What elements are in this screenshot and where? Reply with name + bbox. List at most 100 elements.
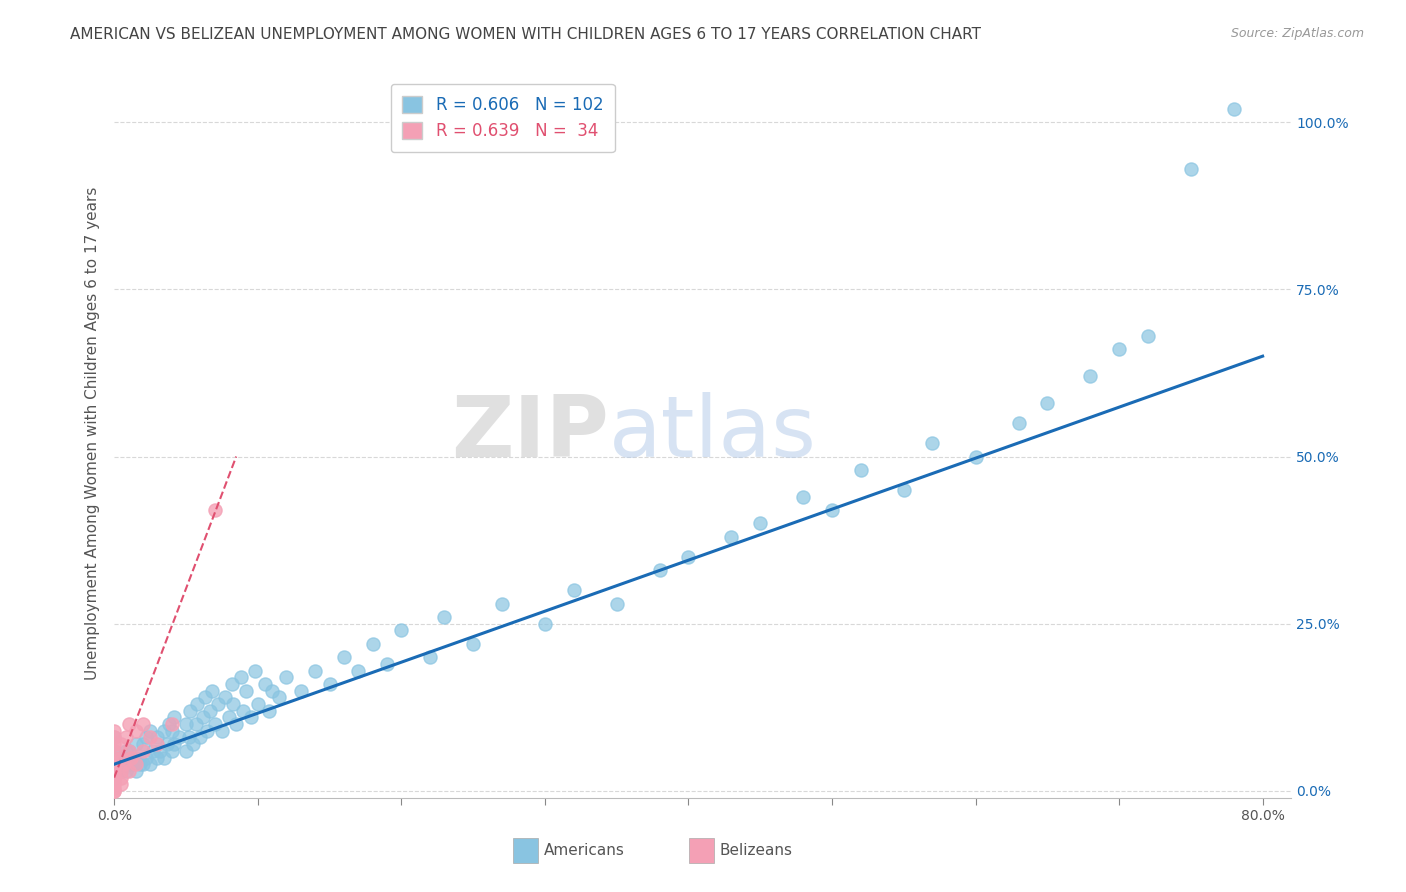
Point bbox=[534, 616, 557, 631]
Point bbox=[749, 516, 772, 531]
Point bbox=[893, 483, 915, 497]
Point bbox=[110, 750, 132, 764]
Text: ZIP: ZIP bbox=[451, 392, 609, 475]
Point bbox=[103, 744, 125, 758]
Point bbox=[1036, 396, 1059, 410]
Point bbox=[142, 744, 165, 758]
Point bbox=[103, 723, 125, 738]
Text: atlas: atlas bbox=[609, 392, 817, 475]
Point bbox=[179, 704, 201, 718]
Point bbox=[276, 670, 298, 684]
Point bbox=[174, 717, 197, 731]
Point bbox=[204, 503, 226, 517]
Point bbox=[678, 549, 700, 564]
Point bbox=[114, 731, 136, 745]
Point bbox=[720, 530, 742, 544]
Point bbox=[163, 737, 186, 751]
Legend: R = 0.606   N = 102, R = 0.639   N =  34: R = 0.606 N = 102, R = 0.639 N = 34 bbox=[391, 84, 614, 153]
Point bbox=[103, 731, 125, 745]
Point bbox=[103, 750, 125, 764]
Point bbox=[257, 704, 280, 718]
Point bbox=[214, 690, 236, 705]
Point bbox=[139, 731, 162, 745]
Point bbox=[253, 677, 276, 691]
Point bbox=[194, 690, 217, 705]
Point bbox=[103, 774, 125, 789]
Point bbox=[157, 717, 180, 731]
Point bbox=[1108, 343, 1130, 357]
Point bbox=[128, 750, 150, 764]
Point bbox=[167, 731, 190, 745]
Point bbox=[146, 731, 169, 745]
Point bbox=[921, 436, 943, 450]
Point bbox=[103, 767, 125, 781]
Point bbox=[125, 757, 148, 772]
Point bbox=[1136, 329, 1159, 343]
Point bbox=[103, 780, 125, 795]
Point bbox=[117, 744, 139, 758]
Point bbox=[184, 717, 207, 731]
Point bbox=[129, 757, 152, 772]
Point bbox=[132, 744, 155, 758]
Point bbox=[160, 744, 183, 758]
Point bbox=[125, 737, 148, 751]
Point bbox=[1080, 369, 1102, 384]
Point bbox=[174, 744, 197, 758]
Point bbox=[103, 777, 125, 791]
Point bbox=[235, 683, 257, 698]
Point bbox=[389, 624, 412, 638]
Point bbox=[135, 750, 157, 764]
Point bbox=[821, 503, 844, 517]
Point bbox=[132, 757, 155, 772]
Point bbox=[110, 777, 132, 791]
Point bbox=[221, 677, 243, 691]
Point bbox=[225, 717, 247, 731]
Point bbox=[361, 637, 384, 651]
Point bbox=[103, 784, 125, 798]
Text: Americans: Americans bbox=[544, 844, 626, 858]
Text: AMERICAN VS BELIZEAN UNEMPLOYMENT AMONG WOMEN WITH CHILDREN AGES 6 TO 17 YEARS C: AMERICAN VS BELIZEAN UNEMPLOYMENT AMONG … bbox=[70, 27, 981, 42]
Point bbox=[103, 764, 125, 778]
Point bbox=[117, 744, 139, 758]
Point bbox=[146, 737, 169, 751]
Point bbox=[193, 710, 215, 724]
Point bbox=[232, 704, 254, 718]
Point bbox=[160, 723, 183, 738]
Point bbox=[246, 697, 269, 711]
Point bbox=[375, 657, 398, 671]
Point bbox=[181, 737, 204, 751]
Y-axis label: Unemployment Among Women with Children Ages 6 to 17 years: Unemployment Among Women with Children A… bbox=[86, 186, 100, 680]
Point bbox=[461, 637, 484, 651]
Point bbox=[965, 450, 987, 464]
Point bbox=[112, 757, 135, 772]
Point bbox=[114, 744, 136, 758]
Point bbox=[103, 744, 125, 758]
Point bbox=[304, 664, 326, 678]
Point bbox=[153, 750, 176, 764]
Point bbox=[211, 723, 233, 738]
Point bbox=[149, 744, 172, 758]
Point bbox=[103, 771, 125, 785]
Point bbox=[117, 757, 139, 772]
Point bbox=[117, 717, 139, 731]
Point bbox=[239, 710, 262, 724]
Point bbox=[139, 757, 162, 772]
Point bbox=[1007, 416, 1029, 430]
Point bbox=[125, 764, 148, 778]
Text: Belizeans: Belizeans bbox=[720, 844, 793, 858]
Point bbox=[262, 683, 284, 698]
Point bbox=[792, 490, 814, 504]
Point bbox=[117, 764, 139, 778]
Point bbox=[197, 723, 219, 738]
Point bbox=[103, 750, 125, 764]
Point bbox=[562, 583, 585, 598]
Point bbox=[491, 597, 513, 611]
Point bbox=[114, 764, 136, 778]
Point bbox=[103, 737, 125, 751]
Point bbox=[103, 731, 125, 745]
Point bbox=[849, 463, 872, 477]
Point bbox=[188, 731, 211, 745]
Point bbox=[103, 757, 125, 772]
Point bbox=[318, 677, 340, 691]
Point bbox=[132, 737, 155, 751]
